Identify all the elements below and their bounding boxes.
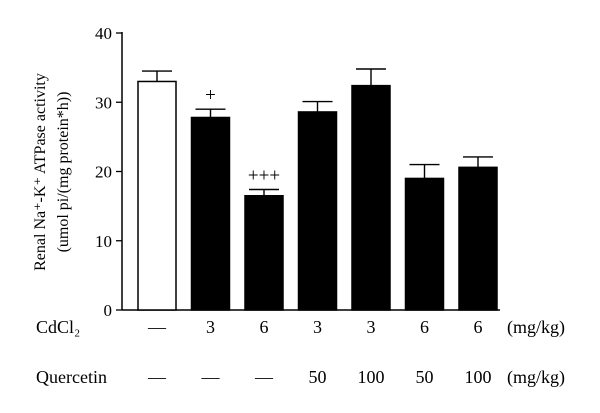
row-label: Quercetin (36, 367, 107, 387)
bar (458, 166, 498, 311)
bar (244, 194, 284, 311)
row-value: 100 (465, 367, 492, 387)
y-tick-label: 0 (104, 301, 113, 320)
y-axis-title-line2: (umol pi/(mg protein*h)) (55, 92, 72, 253)
row-label: CdCl₂ (36, 317, 80, 337)
row-value: 50 (416, 367, 434, 387)
axes: 0 10 20 30 40 (95, 24, 500, 320)
bar (297, 111, 338, 311)
y-tick-label: 40 (95, 24, 112, 43)
row-unit: (mg/kg) (507, 317, 565, 338)
row-value: 50 (309, 367, 327, 387)
bar (404, 177, 445, 311)
y-tick-label: 30 (95, 93, 112, 112)
bars-group: ++++ (137, 68, 498, 311)
row-value: 3 (206, 317, 215, 337)
row-value: — (201, 367, 221, 387)
row-unit: (mg/kg) (507, 367, 565, 388)
y-tick-label: 10 (95, 232, 112, 251)
treatment-table: CdCl₂ — 3 6 3 3 6 6 (mg/kg) Quercetin — — — 50 100 50 10… (36, 317, 565, 388)
row-value: — (147, 317, 167, 337)
bar (351, 84, 391, 311)
significance-marker: + (205, 85, 216, 106)
row-value: 6 (474, 317, 483, 337)
y-axis-title-line1: Renal Na⁺-K⁺ ATPase activity (32, 73, 49, 271)
row-value: 3 (313, 317, 322, 337)
y-tick-label: 20 (95, 163, 112, 182)
row-value: — (147, 367, 167, 387)
bar (190, 116, 231, 311)
row-value: 3 (367, 317, 376, 337)
row-value: 6 (420, 317, 429, 337)
significance-marker: +++ (248, 166, 280, 187)
bar (137, 80, 177, 311)
row-value: — (254, 367, 274, 387)
row-value: 100 (358, 367, 385, 387)
y-axis-title: Renal Na⁺-K⁺ ATPase activity (umol pi/(m… (32, 73, 72, 271)
row-value: 6 (260, 317, 269, 337)
